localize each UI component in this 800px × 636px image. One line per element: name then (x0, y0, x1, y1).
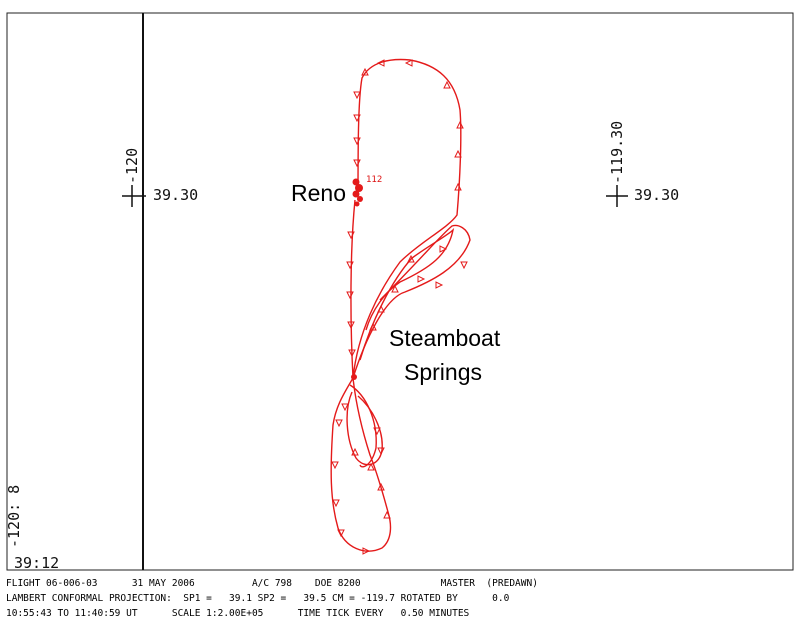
grid-crosshair-left (122, 185, 146, 207)
right-lat-label: 39.30 (634, 186, 679, 204)
flight-track (330, 58, 471, 552)
place-label-steamboat: Steamboat (389, 325, 501, 351)
place-label-springs: Springs (404, 359, 482, 385)
track-direction-ticks (331, 59, 468, 555)
map-frame (6, 12, 794, 571)
footer-line-projection: LAMBERT CONFORMAL PROJECTION: SP1 = 39.1… (6, 593, 510, 604)
left-lat-label: 39.30 (153, 186, 198, 204)
steamboat-marker (351, 374, 357, 380)
corner-lon-label: -120: 8 (5, 485, 23, 548)
grid-crosshair-right (606, 185, 628, 207)
reno-marker-cluster (352, 178, 363, 207)
time-marker-label: 112 (366, 175, 382, 185)
left-lon-label: -120 (123, 148, 141, 184)
corner-lat-label: 39:12 (14, 554, 59, 572)
footer-line-time: 10:55:43 TO 11:40:59 UT SCALE 1:2.00E+05… (6, 608, 470, 619)
footer-line-flight: FLIGHT 06-006-03 31 MAY 2006 A/C 798 DOE… (6, 578, 538, 589)
place-label-reno: Reno (291, 180, 346, 206)
right-lon-label: -119.30 (608, 121, 626, 184)
